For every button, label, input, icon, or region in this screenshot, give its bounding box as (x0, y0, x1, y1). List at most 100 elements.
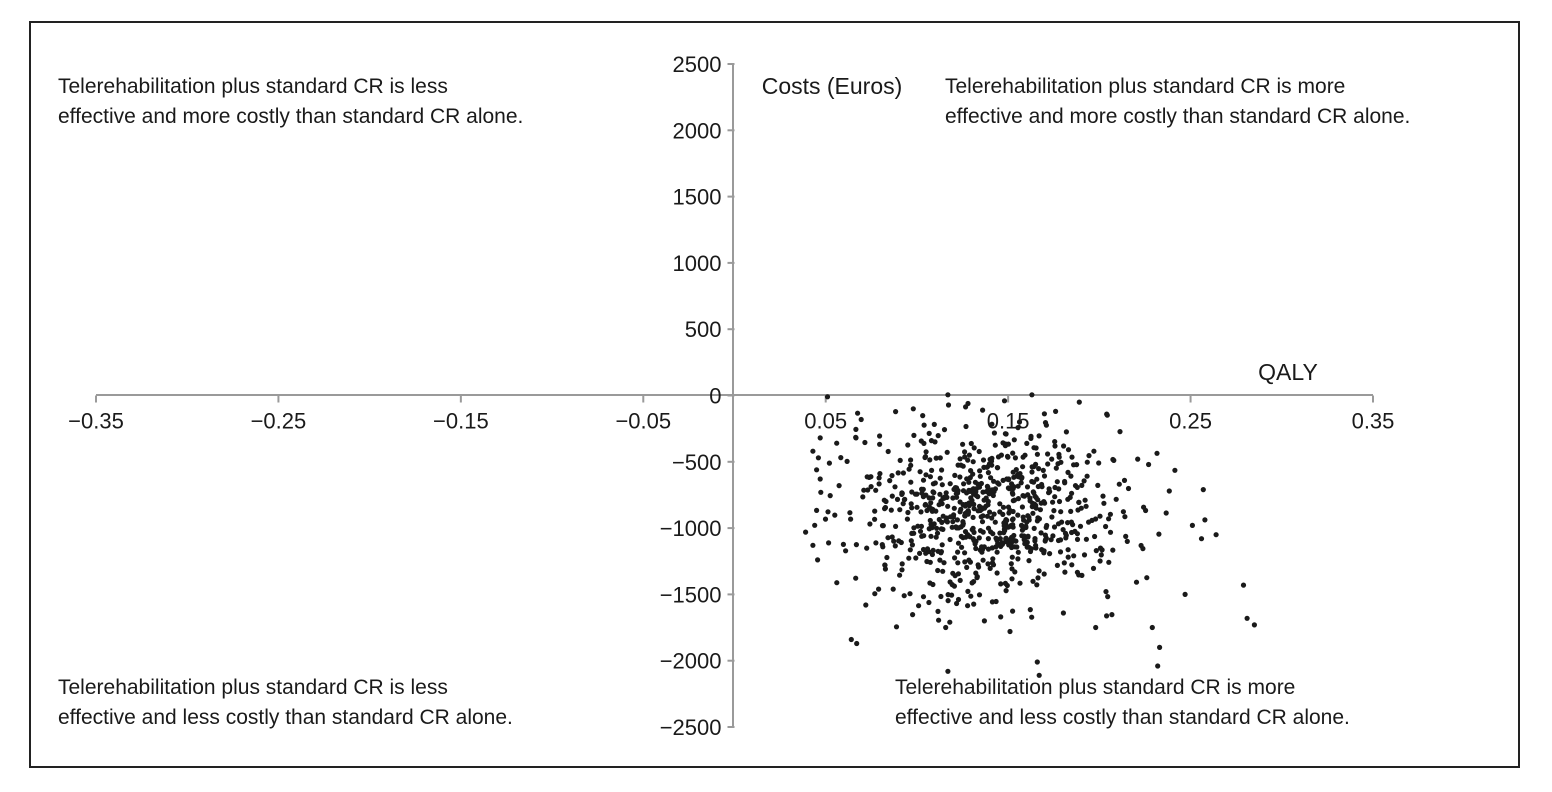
data-point (1090, 565, 1097, 572)
quadrant-note-line: Telerehabilitation plus standard CR is m… (945, 75, 1346, 98)
data-points (803, 392, 1257, 678)
data-point (866, 474, 872, 480)
data-point (939, 542, 945, 548)
data-point (1010, 485, 1016, 492)
data-point (1056, 451, 1062, 457)
y-tick-label: 2000 (673, 118, 722, 143)
data-point (906, 555, 912, 561)
data-point (1154, 450, 1160, 456)
data-point (1029, 614, 1035, 620)
data-point (817, 476, 823, 482)
data-point (995, 465, 1001, 471)
data-point (943, 624, 949, 631)
data-point (1054, 562, 1060, 569)
data-point (929, 551, 936, 558)
data-point (931, 521, 937, 527)
data-point (876, 481, 882, 487)
data-point (957, 474, 963, 480)
data-point (1030, 578, 1036, 584)
data-point (1020, 514, 1026, 520)
data-point (989, 462, 995, 468)
data-point (1086, 453, 1092, 459)
data-point (993, 535, 999, 541)
data-point (1106, 559, 1112, 565)
data-point (899, 567, 905, 573)
data-point (1149, 624, 1155, 631)
data-point (985, 498, 991, 505)
data-point (961, 481, 967, 487)
data-point (910, 612, 916, 618)
data-point (840, 541, 847, 548)
data-point (1117, 429, 1123, 435)
data-point (1133, 579, 1140, 585)
data-point (1041, 571, 1047, 577)
data-point (950, 570, 956, 576)
y-tick-label: −1000 (660, 516, 722, 541)
data-point (941, 560, 947, 566)
data-point (1172, 467, 1178, 473)
data-point (1025, 534, 1031, 540)
data-point (1103, 523, 1109, 530)
data-point (960, 521, 966, 527)
data-point (928, 500, 934, 506)
data-point (999, 540, 1005, 546)
data-point (985, 484, 991, 491)
data-point (1015, 512, 1021, 518)
data-point (920, 494, 927, 500)
data-point (1146, 461, 1152, 468)
data-point (1110, 547, 1116, 553)
data-point (855, 410, 861, 416)
data-point (1042, 532, 1048, 538)
data-point (973, 545, 979, 552)
data-point (917, 469, 923, 475)
data-point (1030, 510, 1036, 516)
data-point (889, 534, 895, 540)
data-point (893, 523, 899, 530)
data-point (1079, 482, 1085, 488)
data-point (966, 557, 972, 563)
data-point (928, 533, 934, 539)
data-point (1010, 608, 1016, 614)
data-point (1109, 612, 1115, 618)
data-point (1012, 455, 1019, 461)
data-point (931, 490, 937, 496)
data-point (941, 427, 948, 433)
data-point (920, 413, 926, 419)
data-point (1065, 447, 1072, 453)
data-point (952, 555, 958, 561)
data-point (1010, 524, 1016, 530)
data-point (867, 521, 873, 527)
data-point (921, 422, 927, 428)
data-point (1041, 499, 1047, 505)
data-point (1056, 498, 1063, 505)
data-point (920, 486, 926, 492)
data-point (1024, 544, 1030, 550)
data-point (1091, 448, 1097, 454)
data-point (1034, 659, 1040, 665)
data-point (1202, 517, 1208, 523)
data-point (923, 550, 929, 556)
data-point (834, 580, 840, 586)
data-point (868, 484, 874, 490)
data-point (1084, 459, 1090, 465)
data-point (817, 435, 823, 441)
data-point (1009, 490, 1016, 496)
data-point (1068, 473, 1074, 479)
data-point (1013, 467, 1019, 473)
data-point (937, 491, 943, 497)
data-point (1065, 547, 1071, 553)
data-point (932, 439, 938, 445)
data-point (938, 498, 944, 504)
chart-frame (29, 21, 1520, 768)
data-point (1016, 419, 1023, 425)
data-point (989, 455, 995, 461)
data-point (1034, 451, 1040, 457)
data-point (1015, 496, 1022, 502)
data-point (964, 564, 970, 571)
data-point (917, 528, 924, 534)
data-point (1244, 615, 1250, 621)
data-point (957, 456, 963, 462)
data-point (937, 557, 943, 563)
data-point (990, 556, 996, 562)
data-point (1042, 537, 1049, 543)
